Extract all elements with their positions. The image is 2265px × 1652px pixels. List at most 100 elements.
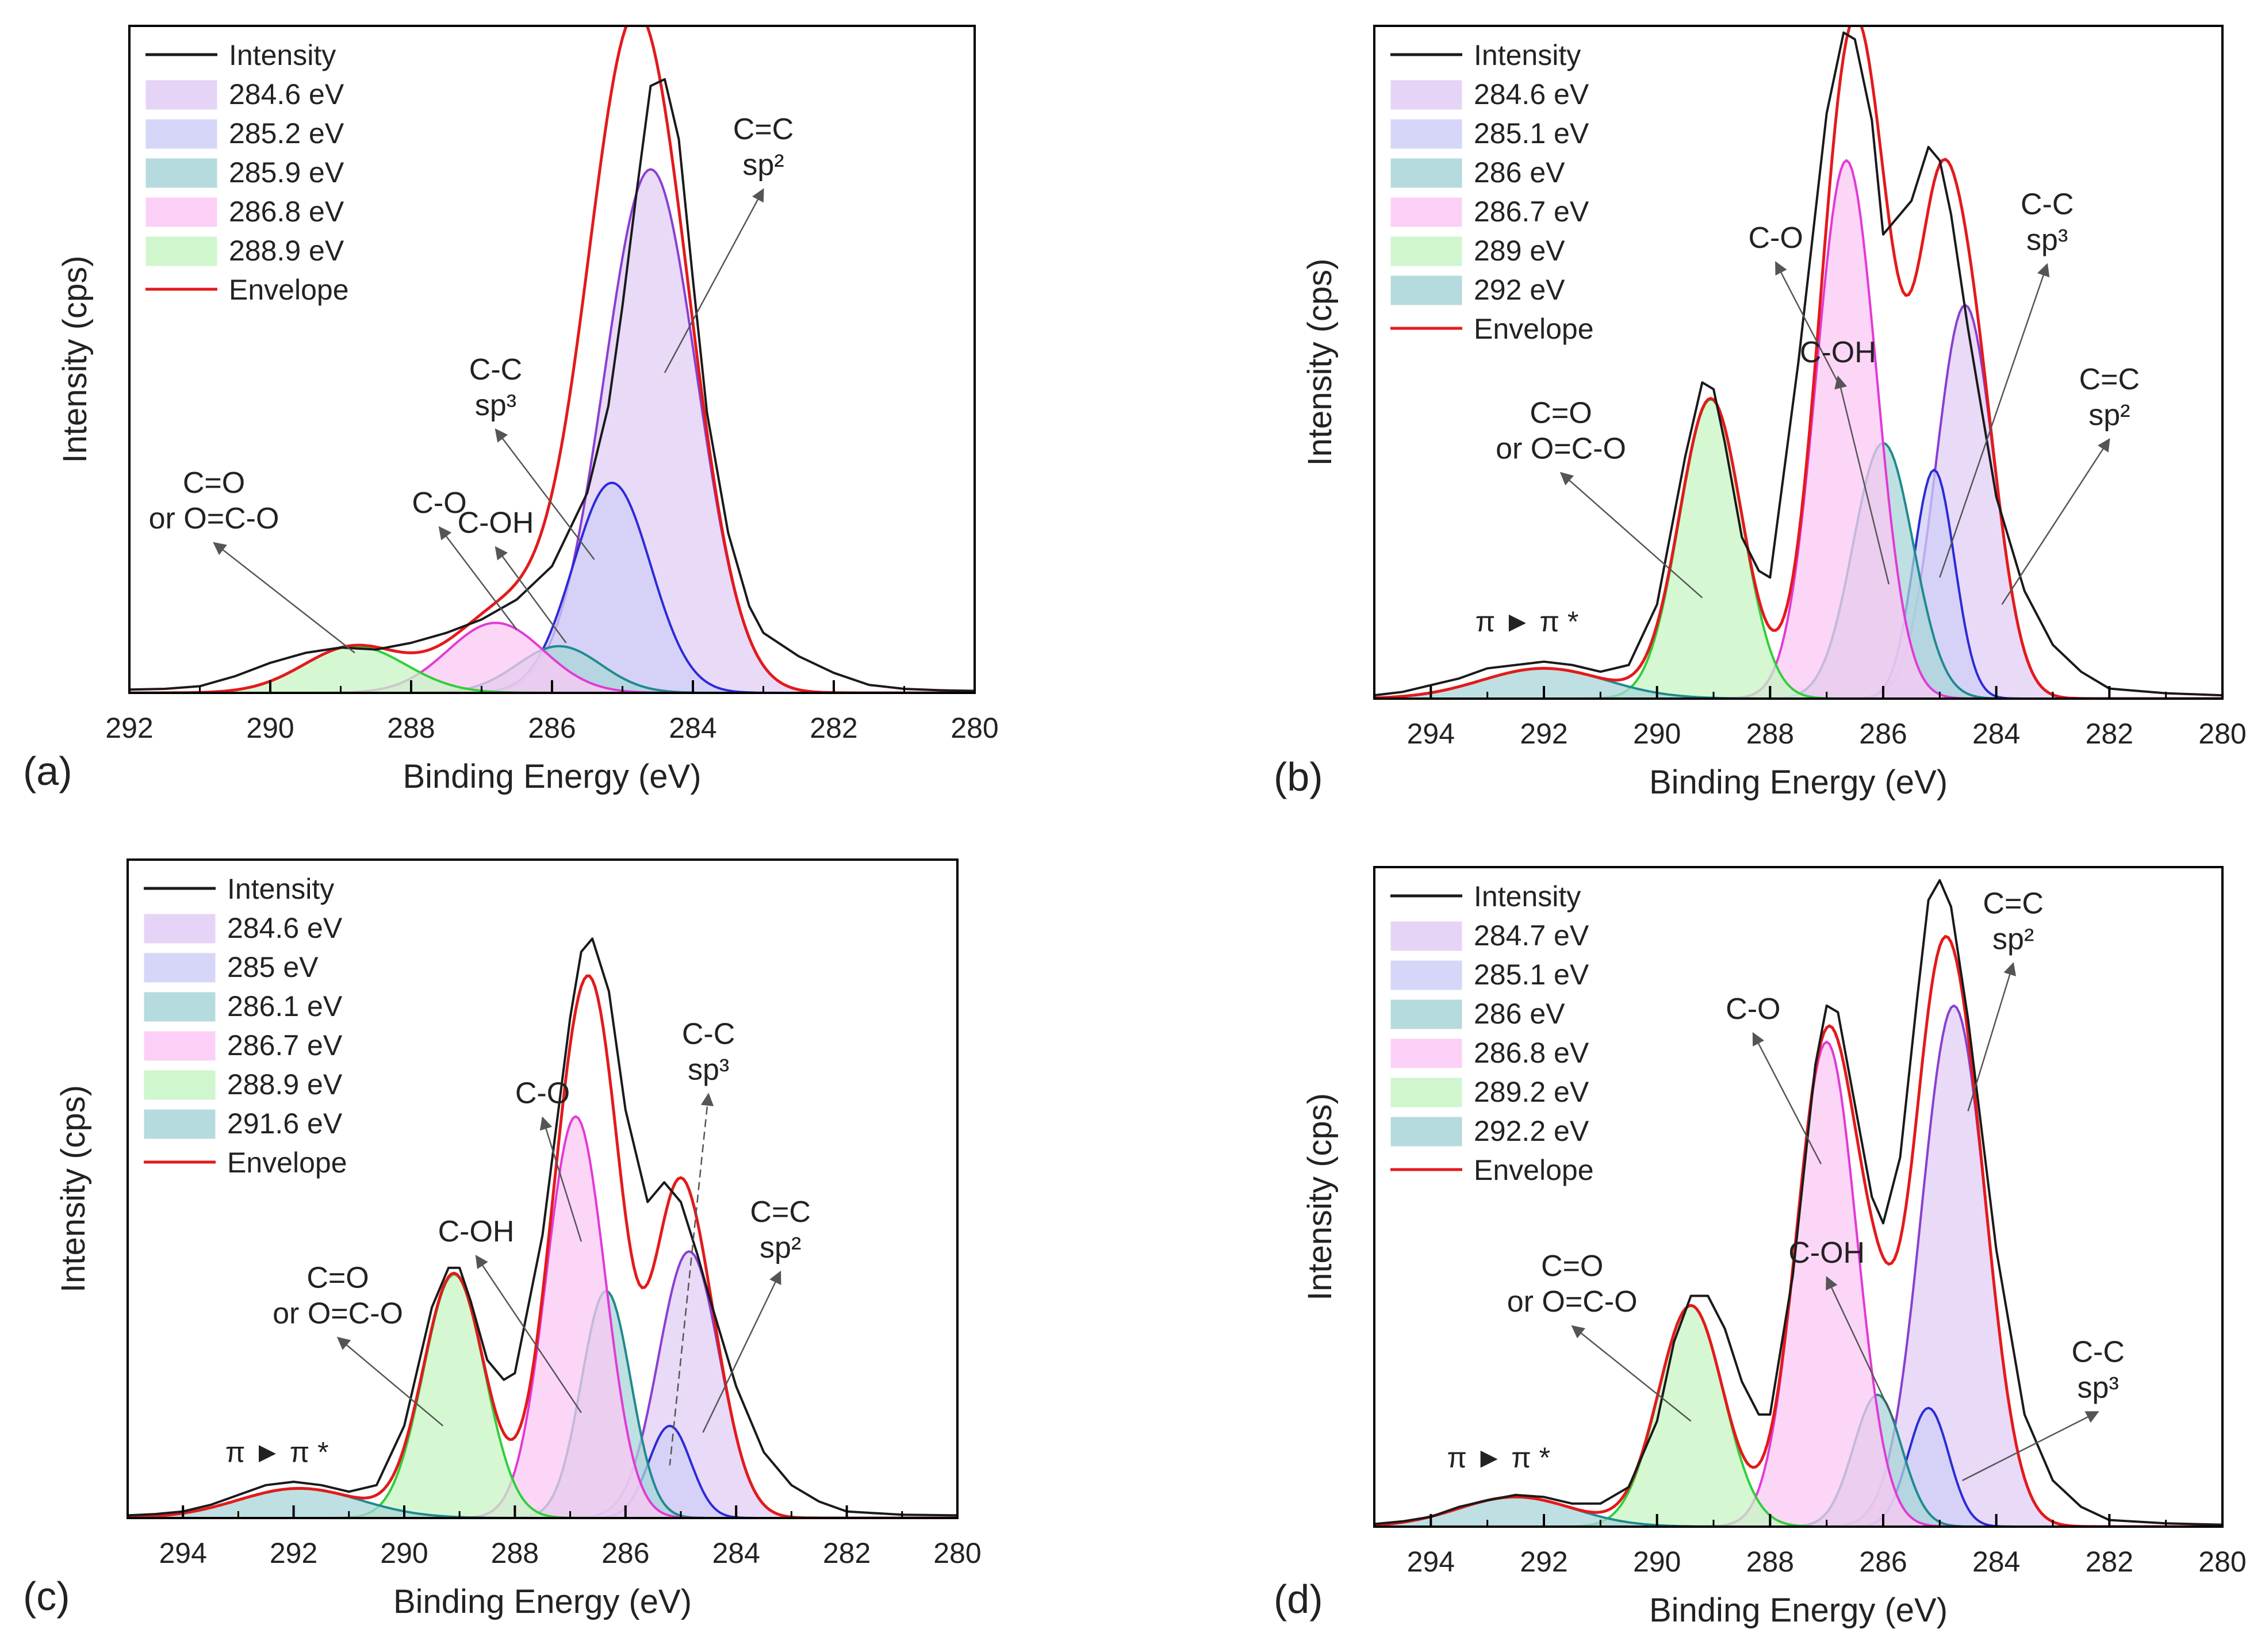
x-axis-label: Binding Energy (eV) bbox=[1649, 764, 1948, 801]
x-tick-label: 284 bbox=[1972, 1546, 2020, 1578]
chart-panel: 294 292 290 288 286 284 282 280 Binding Energy (… bbox=[1274, 25, 2247, 801]
annotation-label: sp³ bbox=[2026, 224, 2068, 257]
legend-swatch-box bbox=[145, 79, 218, 110]
annotation-arrow bbox=[1939, 263, 2050, 578]
legend-item-component: 285 eV bbox=[143, 951, 319, 983]
annotation-label: C-OH bbox=[458, 507, 534, 540]
axes-frame bbox=[1373, 866, 2224, 1528]
annotation-label: C-OH bbox=[438, 1215, 515, 1248]
annotation-label: sp³ bbox=[2078, 1371, 2119, 1404]
legend-swatch-box bbox=[1390, 197, 1463, 228]
x-tick-label: 286 bbox=[601, 1537, 649, 1569]
peak-annotation: C-OH bbox=[1788, 1236, 1895, 1422]
annotation-arrow bbox=[1826, 1276, 1895, 1422]
x-tick-label: 292 bbox=[1520, 718, 1568, 750]
legend-label: 285.1 eV bbox=[1474, 959, 1589, 991]
legend-swatch-box bbox=[145, 158, 218, 189]
annotation-label: C=O bbox=[306, 1261, 369, 1294]
legend-label: Envelope bbox=[1474, 1154, 1594, 1186]
legend-item-component: 286.7 eV bbox=[143, 1029, 343, 1061]
legend-swatch-box bbox=[143, 952, 216, 983]
legend-swatch-box bbox=[1390, 275, 1463, 306]
x-tick-label: 282 bbox=[2086, 718, 2133, 750]
annotation-arrow bbox=[1752, 1032, 1822, 1164]
x-tick-label: 288 bbox=[1746, 1546, 1794, 1578]
annotation-arrow bbox=[1834, 375, 1890, 585]
legend-label: Envelope bbox=[227, 1147, 347, 1179]
legend-item-component: 292.2 eV bbox=[1390, 1115, 1589, 1147]
legend-label: Intensity bbox=[229, 39, 336, 71]
legend-swatch-box bbox=[1390, 118, 1463, 150]
legend-item-component: 289 eV bbox=[1390, 235, 1565, 267]
legend-label: 284.6 eV bbox=[227, 912, 343, 944]
intensity-line bbox=[128, 937, 957, 1517]
x-tick-label: 280 bbox=[933, 1537, 981, 1569]
x-tick-label: 290 bbox=[380, 1537, 428, 1569]
legend-item-intensity: Intensity bbox=[145, 39, 336, 71]
annotation-arrow bbox=[336, 1336, 444, 1427]
annotation-label: sp³ bbox=[688, 1053, 729, 1087]
legend-label: 285.2 eV bbox=[229, 117, 344, 150]
annotation-arrow bbox=[213, 542, 355, 654]
legend-label: 286 eV bbox=[1474, 156, 1565, 189]
legend-swatch-box bbox=[1390, 79, 1463, 110]
legend-swatch-box bbox=[1390, 921, 1463, 952]
annotation-arrow bbox=[1775, 261, 1839, 383]
legend-swatch-box bbox=[143, 913, 216, 944]
annotation-label: sp² bbox=[1992, 922, 2034, 956]
x-axis-label: Binding Energy (eV) bbox=[1649, 1592, 1948, 1629]
legend-item-component: 284.6 eV bbox=[143, 912, 343, 944]
plot-area bbox=[128, 937, 957, 1518]
legend-swatch-box bbox=[143, 1070, 216, 1101]
panel-label: (a) bbox=[23, 749, 72, 794]
annotation-label: C=C bbox=[733, 113, 794, 146]
x-axis-label: Binding Energy (eV) bbox=[393, 1583, 692, 1620]
annotation-arrow bbox=[495, 546, 567, 643]
x-tick-label: 294 bbox=[1407, 718, 1455, 750]
legend-item-envelope: Envelope bbox=[1390, 313, 1594, 345]
panel-label: (d) bbox=[1274, 1577, 1323, 1622]
legend-label: Intensity bbox=[1474, 39, 1581, 71]
legend-item-component: 284.6 eV bbox=[1390, 78, 1589, 110]
annotation-arrow bbox=[669, 1093, 714, 1466]
intensity-line bbox=[1374, 879, 2222, 1526]
legend-label: 285.9 eV bbox=[229, 156, 344, 189]
legend-swatch-box bbox=[1390, 1038, 1463, 1069]
legend-item-component: 286 eV bbox=[1390, 156, 1565, 189]
x-tick-label: 280 bbox=[951, 712, 998, 744]
legend-swatch-box bbox=[145, 236, 218, 267]
legend-item-component: 291.6 eV bbox=[143, 1107, 343, 1140]
legend-label: 288.9 eV bbox=[229, 235, 344, 267]
x-tick-label: 292 bbox=[1520, 1546, 1568, 1578]
peak-annotation: C-O bbox=[1749, 221, 1839, 383]
legend-item-component: 285.1 eV bbox=[1390, 117, 1589, 150]
legend-label: 286.7 eV bbox=[1474, 196, 1589, 228]
chart-panel: 294 292 290 288 286 284 282 280 Binding Energy (… bbox=[23, 858, 982, 1620]
legend-label: 289 eV bbox=[1474, 235, 1565, 267]
legend-swatch-box bbox=[1390, 1116, 1463, 1147]
plot-area bbox=[129, 26, 975, 693]
chart-panel: 292 290 288 286 284 282 280 Binding Energy (eV)… bbox=[23, 25, 999, 795]
legend-item-component: 288.9 eV bbox=[143, 1068, 343, 1101]
annotation-arrow bbox=[664, 188, 764, 373]
x-tick-label: 294 bbox=[1407, 1546, 1455, 1578]
intensity-line bbox=[129, 78, 975, 692]
x-tick-label: 288 bbox=[1746, 718, 1794, 750]
legend-label: 285 eV bbox=[227, 951, 319, 983]
legend-item-component: 284.7 eV bbox=[1390, 919, 1589, 952]
annotation-label: C-C bbox=[2021, 188, 2074, 221]
component-peak bbox=[128, 1273, 957, 1518]
legend-item-component: 284.6 eV bbox=[145, 78, 344, 110]
legend-label: 284.6 eV bbox=[1474, 78, 1589, 110]
legend-label: 286.1 eV bbox=[227, 990, 343, 1022]
x-tick-label: 280 bbox=[2198, 718, 2246, 750]
legend-item-component: 286.8 eV bbox=[145, 196, 344, 228]
panel-label: (b) bbox=[1274, 754, 1323, 799]
legend-swatch-box bbox=[1390, 960, 1463, 991]
x-tick-label: 284 bbox=[712, 1537, 760, 1569]
peak-annotation: C=Oor O=C-O bbox=[273, 1261, 444, 1427]
